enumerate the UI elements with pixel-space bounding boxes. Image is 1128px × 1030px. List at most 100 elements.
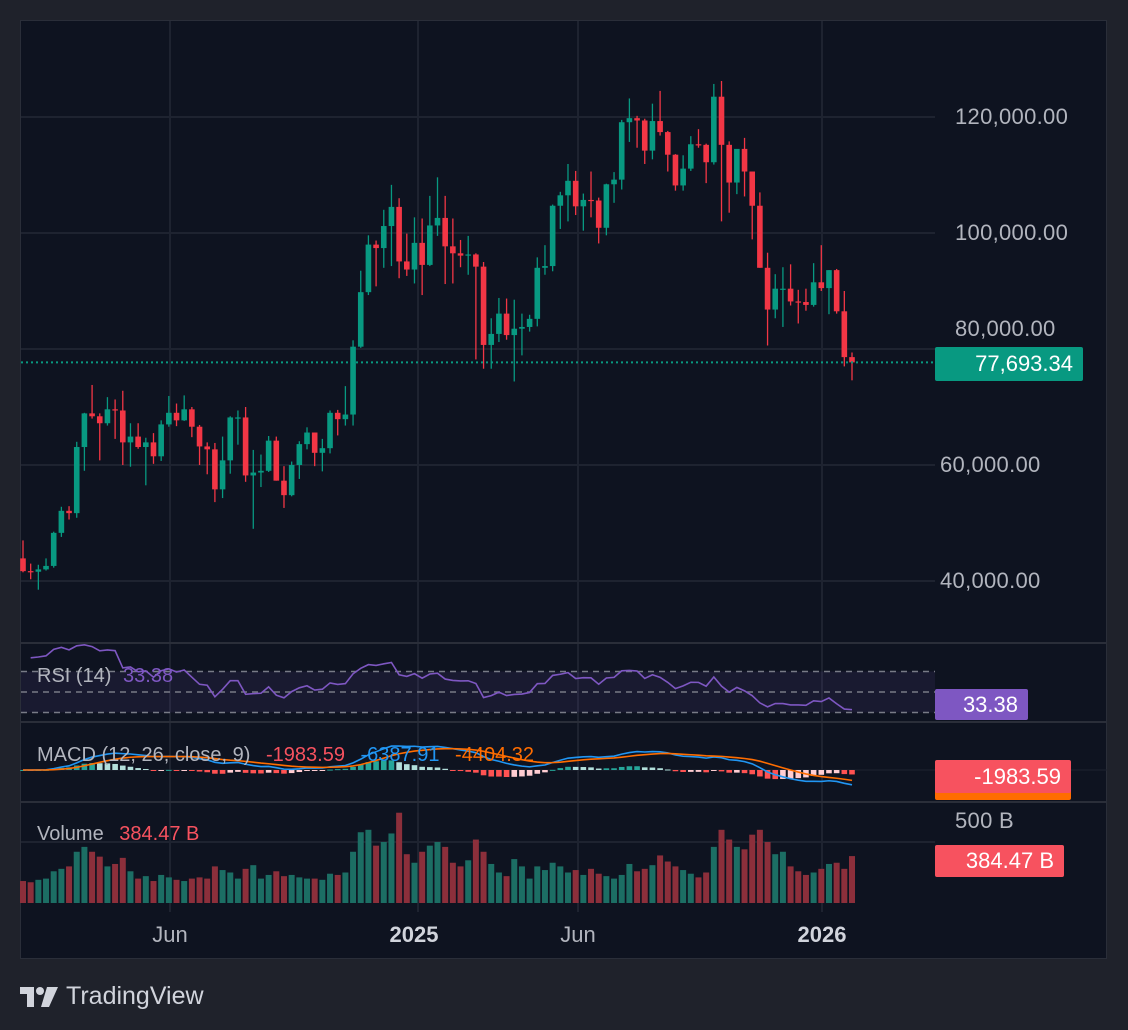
macd-histogram-bar <box>235 770 241 772</box>
volume-bar <box>181 881 188 903</box>
volume-bar <box>89 851 96 903</box>
candle-body <box>58 510 65 533</box>
candle-body <box>319 448 326 453</box>
volume-bar <box>380 842 387 903</box>
volume-bar <box>718 829 725 903</box>
macd-histogram-bar <box>833 770 840 774</box>
macd-histogram-bar <box>104 763 111 770</box>
macd-histogram-bar <box>189 770 195 771</box>
candle-body <box>718 96 725 145</box>
macd-histogram-bar <box>603 768 610 770</box>
volume-bar <box>849 856 855 903</box>
volume-bar <box>680 870 687 903</box>
time-tick: Jun <box>152 922 188 947</box>
volume-bar <box>327 873 334 903</box>
rsi-legend-title: RSI (14) <box>37 665 112 687</box>
macd-histogram-bar <box>357 764 364 770</box>
volume-bar <box>96 856 103 903</box>
price-tick: 120,000.00 <box>955 104 1069 129</box>
volume-bar <box>449 862 456 903</box>
macd-histogram-bar <box>388 760 395 770</box>
volume-bar <box>319 879 326 903</box>
candle-body <box>380 226 387 249</box>
macd-histogram-value: -1983.59 <box>265 744 345 766</box>
volume-bar <box>756 829 763 903</box>
volume-bar <box>158 874 165 903</box>
candle-body <box>419 242 425 265</box>
volume-bar <box>480 851 487 903</box>
candle-body <box>626 118 633 123</box>
macd-histogram-bar <box>810 770 817 776</box>
volume-bar <box>350 851 357 903</box>
volume-bar <box>825 863 832 903</box>
macd-histogram-bar <box>580 767 587 770</box>
macd-histogram-bar <box>427 767 433 770</box>
macd-histogram-bar <box>373 761 379 770</box>
macd-histogram-bar <box>196 770 203 772</box>
candle-body <box>634 118 640 121</box>
rsi-legend[interactable]: RSI (14) 33.38 <box>37 665 173 688</box>
volume-bar <box>434 842 441 903</box>
candle-body <box>373 244 379 249</box>
macd-histogram-bar <box>595 768 602 770</box>
macd-histogram-bar <box>649 767 656 770</box>
macd-histogram-bar <box>473 770 479 773</box>
volume-legend-value: 384.47 B <box>119 823 200 845</box>
macd-histogram-bar <box>288 770 295 774</box>
macd-legend[interactable]: MACD (12, 26, close, 9) -1983.59 -6387.9… <box>37 744 534 767</box>
volume-bar <box>257 878 264 903</box>
candle-body <box>388 206 395 227</box>
macd-histogram-bar <box>450 770 456 771</box>
volume-bar <box>810 872 817 903</box>
macd-histogram-bar <box>703 770 709 773</box>
candle-body <box>365 244 372 293</box>
volume-bar <box>710 846 717 903</box>
macd-histogram-bar <box>96 763 103 770</box>
candle-body <box>826 270 832 289</box>
candle-body <box>219 460 226 490</box>
candle-body <box>688 144 694 169</box>
macd-histogram-bar <box>304 770 310 772</box>
tradingview-logo[interactable]: TradingView <box>20 982 204 1011</box>
volume-bar <box>104 866 111 903</box>
candle-body <box>833 270 840 312</box>
candle-body <box>695 144 702 146</box>
macd-legend-title: MACD (12, 26, close, 9) <box>37 744 251 766</box>
volume-bar <box>411 862 418 903</box>
candle-body <box>242 417 249 476</box>
volume-bar <box>695 877 702 903</box>
volume-bar <box>50 871 57 903</box>
volume-bar <box>250 865 257 903</box>
candle-body <box>143 442 149 448</box>
candle-body <box>534 267 541 319</box>
volume-axis-tick: 500 B <box>955 808 1014 833</box>
rsi-line <box>30 644 853 711</box>
volume-bar <box>273 871 280 903</box>
price-tick: 60,000.00 <box>940 452 1041 477</box>
candle-body <box>288 465 295 496</box>
volume-bar <box>518 866 525 903</box>
candle-body <box>557 195 564 206</box>
candle-body <box>357 292 364 347</box>
candle-body <box>112 409 118 411</box>
candle-body <box>741 148 748 172</box>
volume-bar <box>472 839 479 903</box>
candle-body <box>89 413 95 417</box>
candle-body <box>603 184 610 228</box>
candle-body <box>311 432 318 453</box>
time-tick: 2025 <box>389 922 439 947</box>
macd-histogram-bar <box>787 770 794 779</box>
macd-histogram-bar <box>457 770 464 772</box>
candle-body <box>43 565 49 570</box>
volume-legend[interactable]: Volume 384.47 B <box>37 823 199 846</box>
volume-bar <box>27 882 34 903</box>
volume-bar <box>403 854 410 903</box>
macd-histogram-bar <box>641 767 648 770</box>
candle-body <box>757 205 763 268</box>
volume-bar <box>66 866 73 903</box>
candle-body <box>442 217 448 247</box>
candle-body <box>258 470 264 473</box>
volume-bar <box>495 872 502 903</box>
macd-histogram-bar <box>327 769 333 771</box>
